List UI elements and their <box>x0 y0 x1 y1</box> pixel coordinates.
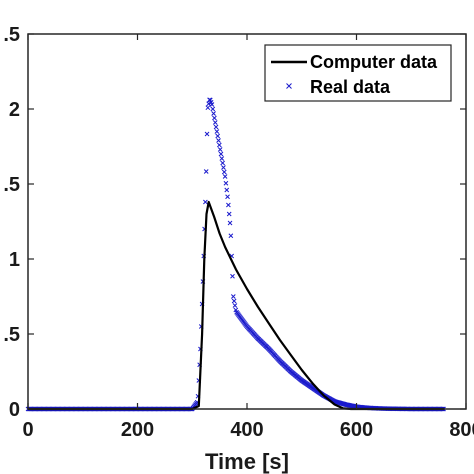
y-tick-label: 1 <box>9 249 20 271</box>
real-data-point <box>212 120 218 125</box>
legend-x-marker <box>286 83 292 89</box>
real-data-point <box>221 169 227 175</box>
x-tick-label: 800 <box>449 419 474 441</box>
axis-ticks-layer <box>27 33 467 410</box>
real-data-point <box>230 273 235 279</box>
real-data-point <box>204 131 210 137</box>
real-data-point <box>213 124 219 130</box>
real-data-point <box>230 294 236 299</box>
real-data-point <box>232 303 238 308</box>
y-tick-label: .5 <box>3 24 20 46</box>
real-data-point <box>203 169 209 174</box>
x-tick-label: 400 <box>230 419 263 441</box>
real-data-point <box>231 298 237 304</box>
real-data-point <box>217 147 223 152</box>
x-tick-label: 200 <box>121 419 154 441</box>
y-tick-label: 0 <box>9 399 20 421</box>
real-data-point <box>215 133 221 139</box>
real-data-point <box>226 211 232 217</box>
x-tick-label: 600 <box>340 419 373 441</box>
series-real-data <box>25 97 446 412</box>
real-data-point <box>226 202 231 208</box>
real-data-point <box>209 102 215 107</box>
legend-swatch-real-data <box>286 83 292 89</box>
real-data-point <box>227 220 233 226</box>
y-tick-label: 2 <box>9 99 20 121</box>
real-data-point <box>223 180 229 186</box>
real-data-point <box>210 106 216 112</box>
legend-box <box>264 44 452 102</box>
real-data-point <box>221 165 226 170</box>
y-tick-label: .5 <box>3 324 20 346</box>
real-data-point <box>224 187 230 193</box>
real-data-point <box>211 111 216 116</box>
real-data-point <box>218 151 224 157</box>
legend: Computer data Real data <box>264 44 452 102</box>
legend-label-real-data: Real data <box>310 77 391 97</box>
real-data-point <box>212 115 217 121</box>
x-axis-title: Time [s] <box>205 449 289 474</box>
real-data-point <box>206 101 212 107</box>
real-data-point <box>205 105 211 111</box>
real-data-point <box>216 138 221 143</box>
real-data-point <box>219 156 225 161</box>
tick-labels-layer: 0 200 400 600 800 0 .5 1 .5 2 .5 <box>3 24 474 441</box>
real-data-point <box>214 129 220 134</box>
real-data-point <box>225 194 230 200</box>
plot-series-layer <box>25 97 446 412</box>
x-tick-label: 0 <box>22 419 33 441</box>
legend-label-computer-data: Computer data <box>310 52 438 72</box>
real-data-point <box>216 142 222 148</box>
real-data-point <box>228 233 234 239</box>
real-data-point <box>222 174 228 179</box>
real-data-point <box>220 160 225 166</box>
y-tick-label: .5 <box>3 174 20 196</box>
series-computer-data-line <box>28 200 445 411</box>
real-data-point <box>203 199 208 205</box>
